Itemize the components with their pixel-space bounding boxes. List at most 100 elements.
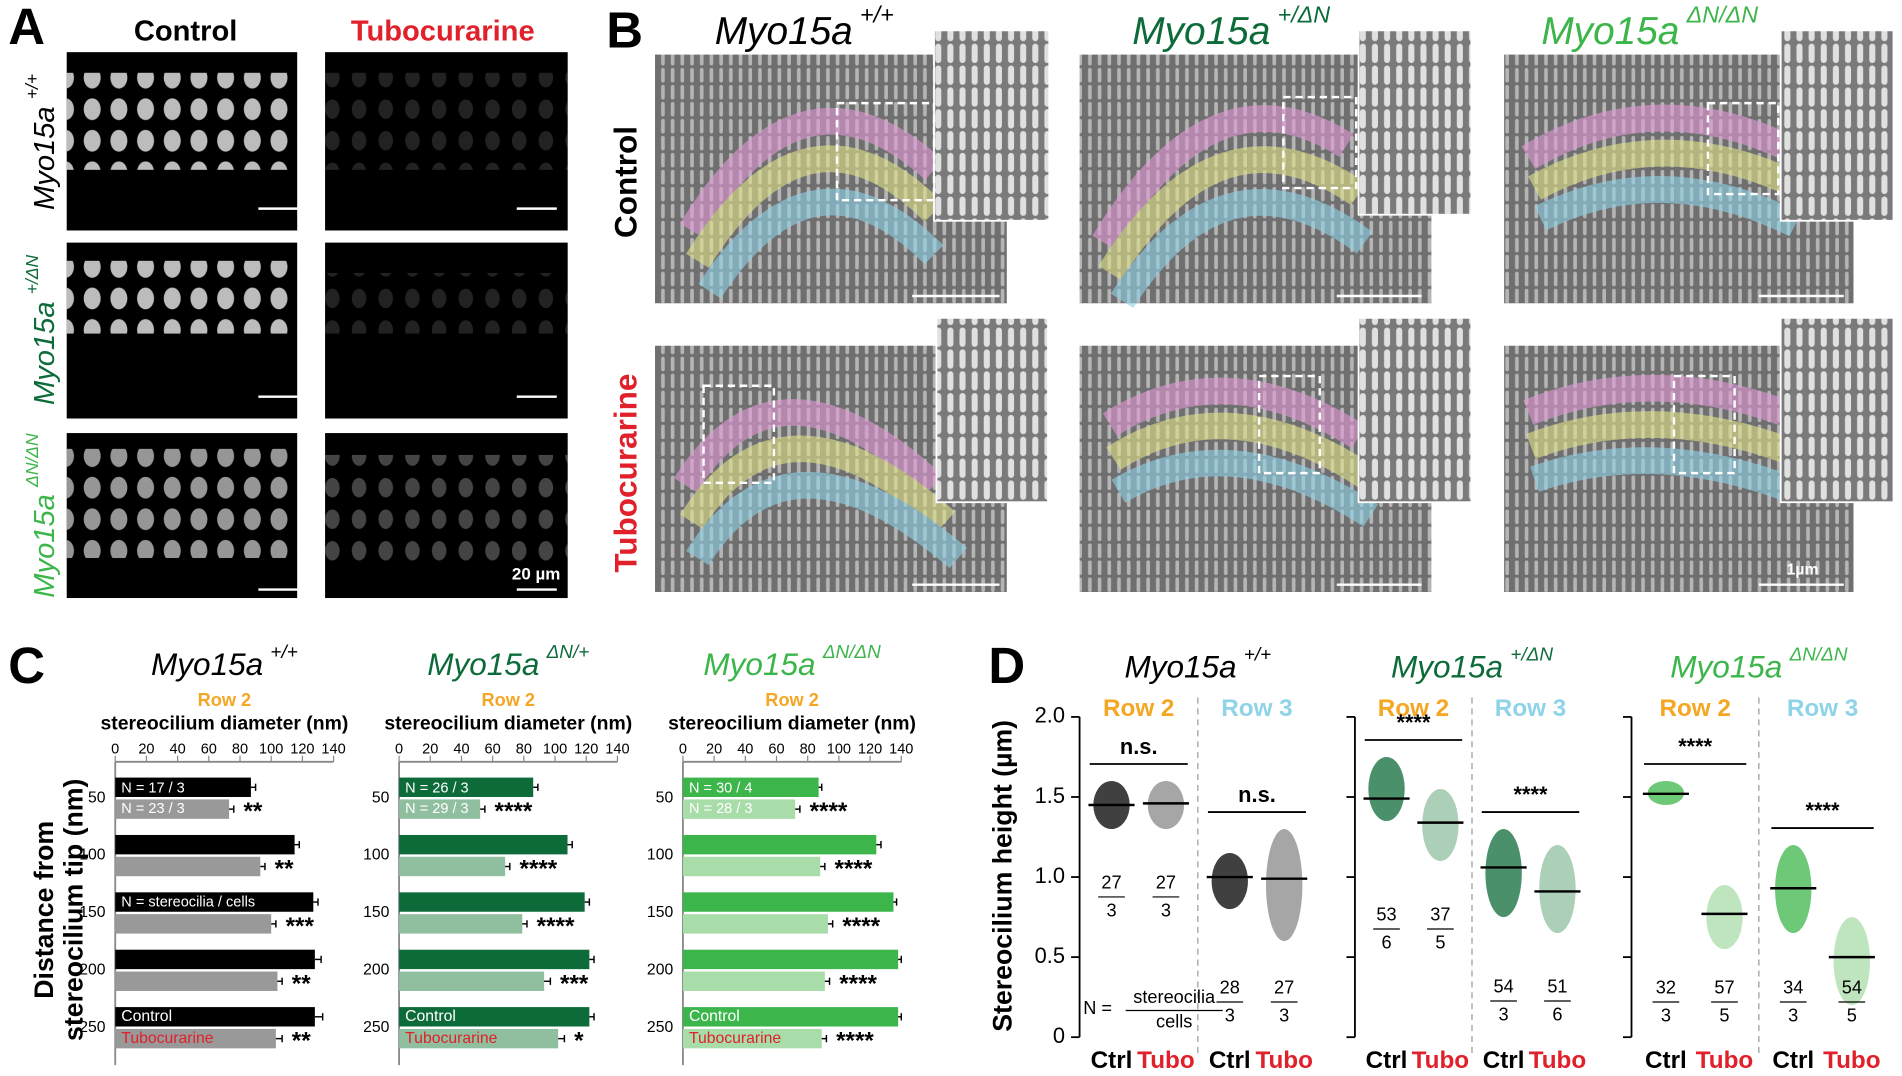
panel-letter: A [8,0,45,55]
genotype-title: Myo15a ΔN/ΔN [1670,644,1848,685]
cell-count: 6 [1552,1004,1562,1024]
y-tick-label: 1.5 [1035,783,1065,808]
bar [115,914,272,934]
y-tick-label: 100 [647,847,674,864]
subtitle: Row 2 [765,690,819,710]
x-tick-label: 140 [321,742,345,758]
significance: n.s. [1238,782,1276,807]
n-count: 54 [1842,977,1862,997]
bar [115,777,251,797]
y-axis-label: stereocilium tip (nm) [58,779,88,1041]
group-label: Row 3 [1787,695,1858,722]
row-label: Tubocurarine [608,374,644,573]
genotype: ΔN/ΔN [22,433,42,488]
x-tick-label: Tubo [1823,1047,1880,1074]
n-count: 32 [1656,977,1676,997]
n-label: N = 26 / 3 [405,780,468,796]
data-cloud [1368,756,1405,822]
group-label: Row 2 [1659,695,1730,722]
bar [682,856,821,877]
genotype-title: Myo15a +/ΔN [1132,2,1330,54]
bar [682,892,894,912]
bar [115,949,315,970]
significance: **** [537,913,575,940]
x-tick-label: 40 [170,742,186,758]
cell-count: 3 [1499,1004,1509,1024]
gene-name: Myo15a [1132,10,1270,53]
subtitle: Row 2 [198,690,252,710]
bar [682,914,828,934]
bar [399,777,534,797]
cell-count: 3 [1279,1005,1289,1025]
n-count: 27 [1156,872,1176,892]
bar [115,856,261,877]
y-tick-label: 100 [79,847,106,864]
bar [399,834,568,855]
significance: ** [292,1028,311,1055]
n-count: 51 [1547,977,1567,997]
legend-label: Tubocurarine [405,1030,497,1047]
x-tick-label: Ctrl [1091,1047,1133,1074]
x-tick-label: 0 [111,742,119,758]
bar [399,914,523,934]
n-count: 27 [1101,872,1121,892]
genotype: +/+ [1244,644,1271,665]
y-tick-label: 150 [647,904,674,921]
y-tick-label: 50 [372,789,390,806]
x-tick-label: Tubo [1529,1047,1586,1074]
x-tick-label: 100 [827,742,851,758]
bar [399,949,590,970]
panel-b-images [655,29,1895,592]
group-label: Row 2 [1378,695,1449,722]
legend-label: Control [121,1008,172,1025]
significance: ** [275,856,294,883]
bar [399,856,506,877]
x-tick-label: Tubo [1412,1047,1469,1074]
significance: **** [1806,798,1840,823]
x-tick-label: 100 [259,742,283,758]
cell-count: 6 [1381,932,1391,952]
gene-name: Myo15a [1670,649,1782,685]
gene-name: Myo15a [1541,10,1679,53]
genotype-title: Myo15a ΔN/ΔN [1541,2,1758,54]
n-count: 34 [1783,977,1803,997]
y-tick-label: 250 [647,1019,674,1036]
gene-name: Myo15a [703,647,815,683]
cell-count: 3 [1161,900,1171,920]
genotype: +/ΔN [1278,2,1331,28]
genotype: +/+ [270,642,297,663]
significance: ** [243,798,262,825]
y-tick-label: 250 [363,1019,390,1036]
data-cloud [1422,788,1459,862]
x-tick-label: 60 [768,742,784,758]
significance: *** [286,913,315,940]
significance: **** [1678,734,1712,759]
y-tick-label: 150 [363,904,390,921]
x-tick-label: 0 [679,742,687,758]
n-count: 53 [1376,904,1396,924]
x-tick-label: 20 [706,742,722,758]
x-axis-label: stereocilium diameter (nm) [668,712,916,734]
n-legend: N = stereocilia / cells [121,894,255,910]
genotype: ΔN/+ [546,642,590,663]
group-label: Row 3 [1495,695,1566,722]
n-label: N = 17 / 3 [121,780,184,796]
n-label: N = 28 / 3 [689,801,752,817]
bar [682,1028,822,1049]
bar [115,1028,276,1049]
bar [399,892,585,912]
x-tick-label: 20 [422,742,438,758]
x-tick-label: Tubo [1137,1047,1194,1074]
x-tick-label: 60 [201,742,217,758]
n-legend-label: N = [1083,998,1112,1018]
significance: ** [292,970,311,997]
cell-count: 3 [1661,1005,1671,1025]
y-tick-label: 100 [363,847,390,864]
significance: *** [560,970,589,997]
gene-name: Myo15a [29,301,61,405]
y-axis-label: Distance from [29,821,59,999]
data-cloud [1211,853,1248,910]
n-count: 27 [1274,977,1294,997]
bar [682,799,796,819]
n-count: 54 [1493,977,1513,997]
